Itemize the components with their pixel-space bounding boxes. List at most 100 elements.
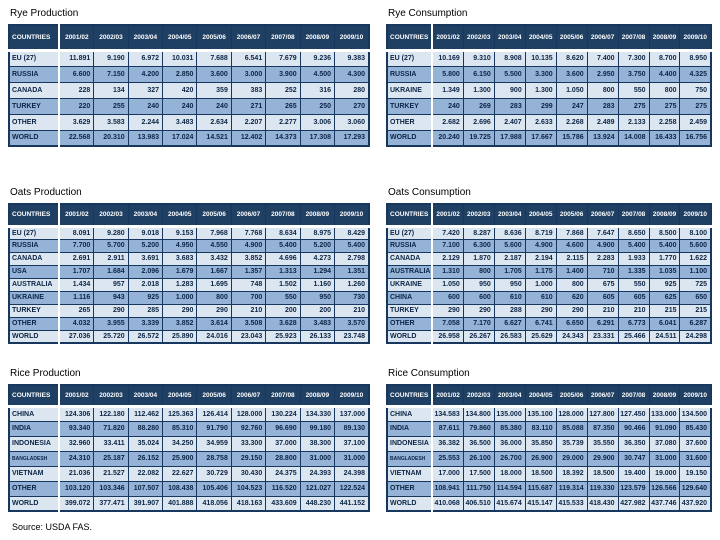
- value-cell: 8.950: [679, 49, 712, 67]
- value-cell: 4.200: [127, 65, 164, 83]
- value-cell: 133.000: [648, 405, 681, 422]
- value-cell: 327: [127, 81, 164, 99]
- value-cell: 1.335: [617, 264, 650, 279]
- country-cell: OTHER: [8, 316, 61, 331]
- year-column-header: 2006/07: [230, 384, 267, 408]
- country-cell: RUSSIA: [8, 65, 61, 83]
- value-cell: 1.933: [617, 251, 650, 266]
- country-cell: RUSSIA: [8, 238, 61, 253]
- value-cell: 1.175: [524, 264, 557, 279]
- value-cell: 134.583: [431, 405, 464, 422]
- value-cell: 800: [586, 81, 619, 99]
- value-cell: 210: [617, 303, 650, 318]
- value-cell: 8.287: [462, 225, 495, 240]
- year-column-header: 2004/05: [524, 24, 557, 52]
- year-column-header: 2003/04: [127, 203, 164, 228]
- table-row: TURKEY 240 269 283 299 247 283 275 275 275: [386, 97, 712, 115]
- value-cell: 950: [493, 277, 526, 292]
- year-column-header: 2009/10: [679, 384, 712, 408]
- country-cell: WORLD: [386, 495, 434, 512]
- value-cell: 8.975: [299, 225, 336, 240]
- country-cell: OTHER: [8, 480, 61, 497]
- countries-column-header: COUNTRIES: [8, 24, 61, 52]
- data-table: COUNTRIES 2001/02 2002/03 2003/04 2004/05 200…: [386, 24, 712, 147]
- table-section-rye-production: Rye Production COUNTRIES 2001/02 2002/03 200…: [8, 8, 370, 147]
- value-cell: 437.920: [679, 495, 712, 512]
- year-column-header: 2008/09: [648, 203, 681, 228]
- value-cell: 24.511: [648, 329, 681, 344]
- value-cell: 99.180: [299, 420, 336, 437]
- value-cell: 1.349: [431, 81, 464, 99]
- value-cell: 3.852: [230, 251, 267, 266]
- value-cell: 7.170: [462, 316, 495, 331]
- value-cell: 5.400: [334, 238, 370, 253]
- value-cell: 7.100: [431, 238, 464, 253]
- value-cell: 4.900: [524, 238, 557, 253]
- value-cell: 3.483: [162, 113, 198, 131]
- value-cell: 21.036: [58, 465, 95, 482]
- value-cell: 7.300: [617, 49, 650, 67]
- value-cell: 3.060: [334, 113, 370, 131]
- value-cell: 550: [265, 290, 301, 305]
- value-cell: 800: [555, 277, 588, 292]
- table-row: USA 1.707 1.684 2.096 1.679 1.667 1.357 1.313 1.…: [8, 264, 370, 279]
- value-cell: 275: [648, 97, 681, 115]
- value-cell: 26.900: [524, 450, 557, 467]
- value-cell: 7.647: [586, 225, 619, 240]
- value-cell: 950: [299, 290, 336, 305]
- value-cell: 23.331: [586, 329, 619, 344]
- country-cell: TURKEY: [386, 303, 434, 318]
- value-cell: 8.634: [265, 225, 301, 240]
- value-cell: 17.500: [462, 465, 495, 482]
- year-column-header: 2005/06: [555, 24, 588, 52]
- value-cell: 283: [586, 97, 619, 115]
- year-column-header: 2006/07: [586, 24, 619, 52]
- value-cell: 9.280: [93, 225, 129, 240]
- value-cell: 6.541: [230, 49, 267, 67]
- table-row: UKRAINE 1.116 943 925 1.000 800 700 550 950 730: [8, 290, 370, 305]
- value-cell: 6.650: [555, 316, 588, 331]
- value-cell: 32.960: [58, 435, 95, 452]
- data-table: COUNTRIES 2001/02 2002/03 2003/04 2004/05 200…: [386, 384, 712, 512]
- value-cell: 415.147: [524, 495, 557, 512]
- year-column-header: 2007/08: [265, 24, 301, 52]
- value-cell: 925: [648, 277, 681, 292]
- table-row: WORLD 399.072 377.471 391.907 401.888 418.056…: [8, 495, 370, 512]
- value-cell: 88.280: [127, 420, 164, 437]
- value-cell: 2.115: [555, 251, 588, 266]
- value-cell: 21.527: [93, 465, 129, 482]
- country-cell: INDIA: [386, 420, 434, 437]
- value-cell: 2.283: [586, 251, 619, 266]
- table-row: BANGLADESH 25.553 26.100 26.700 26.900 29.000…: [386, 450, 712, 467]
- year-column-header: 2001/02: [431, 384, 464, 408]
- value-cell: 115.687: [524, 480, 557, 497]
- value-cell: 215: [648, 303, 681, 318]
- value-cell: 5.700: [93, 238, 129, 253]
- value-cell: 2.133: [617, 113, 650, 131]
- value-cell: 6.300: [462, 238, 495, 253]
- value-cell: 1.434: [58, 277, 95, 292]
- value-cell: 1.035: [648, 264, 681, 279]
- value-cell: 127.800: [586, 405, 619, 422]
- year-column-header: 2008/09: [299, 203, 336, 228]
- value-cell: 126.414: [196, 405, 232, 422]
- value-cell: 24.016: [196, 329, 232, 344]
- value-cell: 5.200: [127, 238, 164, 253]
- value-cell: 2.194: [524, 251, 557, 266]
- year-column-header: 2003/04: [493, 203, 526, 228]
- year-column-header: 2005/06: [555, 384, 588, 408]
- value-cell: 26.700: [493, 450, 526, 467]
- value-cell: 89.130: [334, 420, 370, 437]
- table-row: RUSSIA 7.100 6.300 5.600 4.900 4.600 4.900 5.40…: [386, 238, 712, 253]
- value-cell: 250: [299, 97, 336, 115]
- country-cell: BANGLADESH: [386, 450, 434, 467]
- value-cell: 1.100: [679, 264, 712, 279]
- value-cell: 1.622: [679, 251, 712, 266]
- value-cell: 3.691: [127, 251, 164, 266]
- value-cell: 2.277: [265, 113, 301, 131]
- country-cell: UKRAINE: [8, 290, 61, 305]
- value-cell: 30.430: [230, 465, 267, 482]
- value-cell: 8.091: [58, 225, 95, 240]
- value-cell: 415.674: [493, 495, 526, 512]
- value-cell: 11.891: [58, 49, 95, 67]
